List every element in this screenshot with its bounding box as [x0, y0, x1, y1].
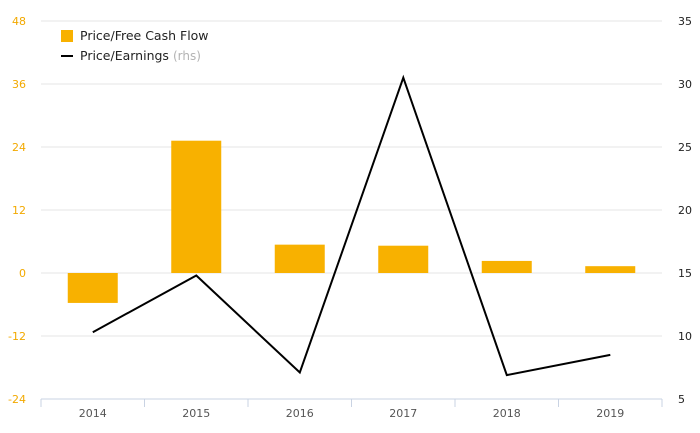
bar-price-fcf-2017	[378, 245, 429, 273]
legend-label-price-earnings-suffix: (rhs)	[173, 49, 201, 63]
left-tick-label: 24	[12, 141, 26, 154]
right-tick-label: 15	[678, 267, 692, 280]
x-tick-label-2019: 2019	[596, 407, 624, 420]
x-tick-label-2017: 2017	[389, 407, 417, 420]
line-price-earnings-path	[92, 74, 611, 377]
x-axis	[40, 398, 663, 407]
legend-swatch-price-fcf	[61, 30, 73, 42]
x-axis-ticks: 2014 2015 2016 2017 2018 2019	[79, 407, 625, 420]
right-tick-label: 30	[678, 78, 692, 91]
bars-price-fcf	[67, 140, 636, 303]
left-tick-label: 0	[19, 267, 26, 280]
bar-price-fcf-2014	[67, 273, 118, 303]
legend: Price/Free Cash Flow Price/Earnings (rhs)	[61, 28, 209, 63]
left-axis-ticks: -24 -12 0 12 24 36 48	[8, 15, 26, 406]
x-tick-label-2016: 2016	[286, 407, 314, 420]
left-tick-label: 12	[12, 204, 26, 217]
right-tick-label: 10	[678, 330, 692, 343]
left-tick-label: -24	[8, 393, 26, 406]
bar-price-fcf-2016	[274, 244, 325, 273]
legend-label-price-earnings: Price/Earnings (rhs)	[80, 48, 201, 63]
bar-price-fcf-2019	[585, 266, 636, 273]
x-tick-label-2015: 2015	[182, 407, 210, 420]
line-price-earnings	[92, 74, 611, 377]
left-tick-label: -12	[8, 330, 26, 343]
x-tick-label-2018: 2018	[493, 407, 521, 420]
bar-price-fcf-2018	[481, 260, 532, 273]
right-tick-label: 5	[678, 393, 685, 406]
x-tick-label-2014: 2014	[79, 407, 107, 420]
bar-price-fcf-2015	[171, 140, 222, 273]
legend-item-price-earnings: Price/Earnings (rhs)	[61, 48, 201, 63]
legend-item-price-fcf: Price/Free Cash Flow	[61, 28, 209, 43]
right-axis-ticks: 5 10 15 20 25 30 35	[678, 15, 692, 406]
left-tick-label: 36	[12, 78, 26, 91]
right-tick-label: 25	[678, 141, 692, 154]
legend-label-price-fcf: Price/Free Cash Flow	[80, 28, 209, 43]
left-tick-label: 48	[12, 15, 26, 28]
gridlines	[41, 20, 662, 337]
legend-label-price-earnings-name: Price/Earnings	[80, 48, 169, 63]
right-tick-label: 20	[678, 204, 692, 217]
right-tick-label: 35	[678, 15, 692, 28]
